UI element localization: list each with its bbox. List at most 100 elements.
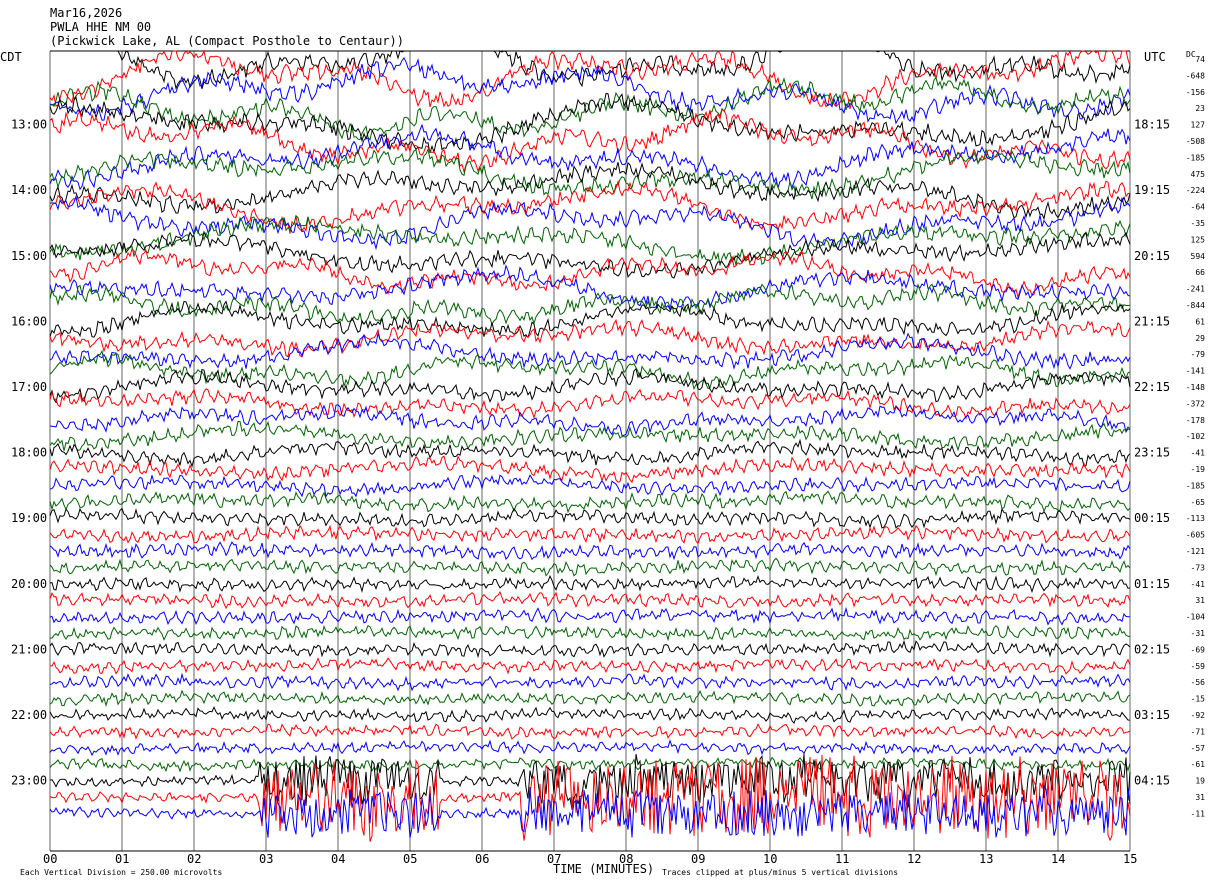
seismic-trace [49,672,1131,692]
minute-tick-label: 13 [979,852,993,866]
seismic-trace [49,739,1131,757]
minute-tick-label: 11 [835,852,849,866]
dc-label: DC [1186,50,1196,59]
dc-offset-label: -648 [1186,71,1205,80]
cdt-hour-label: 16:00 [11,314,47,328]
seismic-trace [49,300,1131,339]
dc-offset-label: -113 [1186,514,1205,523]
dc-offset-label: -241 [1186,285,1205,294]
seismic-trace [49,557,1131,577]
dc-offset-label: 29 [1195,334,1205,343]
header-location: (Pickwick Lake, AL (Compact Posthole to … [50,34,404,48]
dc-offset-label: -185 [1186,481,1205,490]
seismic-trace [49,639,1131,659]
dc-offset-label: 74 [1195,55,1205,64]
cdt-hour-label: 19:00 [11,511,47,525]
minute-tick-label: 04 [331,852,345,866]
dc-offset-label: -71 [1191,727,1206,736]
seismic-trace [49,214,1131,266]
dc-offset-label: 19 [1195,777,1205,786]
seismic-trace [49,161,1131,221]
seismic-trace [49,318,1131,358]
scale-note: Each Vertical Division = 250.00 microvol… [20,868,222,877]
minute-tick-label: 05 [403,852,417,866]
minute-tick-label: 02 [187,852,201,866]
minute-tick-labels: 00 01 02 03 04 05 06 07 08 09 10 11 12 13 14 15 [43,852,1137,866]
dc-offset-label: -73 [1191,563,1206,572]
seismic-trace [49,574,1131,594]
left-axis-title: CDT [0,50,22,64]
seismic-trace [49,705,1131,725]
utc-hour-label: 00:15 [1134,511,1170,525]
utc-hour-label: 18:15 [1134,118,1170,132]
cdt-hour-label: 17:00 [11,380,47,394]
dc-offset-label: -41 [1191,580,1206,589]
minute-tick-label: 06 [475,852,489,866]
minute-tick-label: 14 [1051,852,1065,866]
seismic-trace [49,123,1131,191]
utc-hour-label: 04:15 [1134,774,1170,788]
dc-offset-label: -56 [1191,678,1206,687]
dc-offset-label: -605 [1186,531,1205,540]
seismic-trace [49,524,1131,545]
utc-hour-label: 21:15 [1134,314,1170,328]
dc-offset-label: 61 [1195,317,1205,326]
dc-offset-label: -224 [1186,186,1205,195]
seismic-trace [49,367,1131,404]
dc-offset-label: -92 [1191,711,1206,720]
seismic-trace [49,264,1131,312]
utc-hour-label: 01:15 [1134,577,1170,591]
plot-header: Mar16,2026 PWLA HHE NM 00 (Pickwick Lake… [50,6,404,48]
minute-tick-label: 12 [907,852,921,866]
cdt-time-labels: 13:00 14:00 15:00 16:00 17:00 18:00 19:00 20:00… [11,118,47,788]
utc-hour-label: 22:15 [1134,380,1170,394]
seismic-trace [49,49,1131,110]
utc-hour-label: 03:15 [1134,708,1170,722]
time-grid [49,50,1131,852]
utc-hour-label: 20:15 [1134,249,1170,263]
dc-offset-label: -31 [1191,629,1206,638]
dc-offset-label: -15 [1191,695,1206,704]
dc-offset-label: -64 [1191,203,1206,212]
seismic-trace [49,76,1131,141]
dc-offset-label: -178 [1186,416,1205,425]
dc-offset-label: 125 [1191,235,1206,244]
seismic-trace [49,657,1131,675]
dc-offset-label: -59 [1191,662,1206,671]
seismic-trace [49,179,1131,234]
minute-tick-label: 09 [691,852,705,866]
seismic-trace [49,388,1131,420]
seismic-trace [49,247,1131,300]
dc-offset-label: -57 [1191,744,1206,753]
seismic-trace [49,230,1131,279]
dc-offset-label: -102 [1186,432,1205,441]
seismic-trace [49,282,1131,326]
cdt-hour-label: 13:00 [11,118,47,132]
seismic-trace [49,723,1131,740]
seismic-trace [49,420,1131,452]
utc-hour-label: 02:15 [1134,642,1170,656]
seismic-trace [49,194,1131,251]
dc-offset-label: 23 [1195,104,1205,113]
seismic-trace [49,438,1131,469]
seismic-trace [49,753,1131,810]
seismic-trace [49,109,1131,174]
seismic-trace [49,56,1131,125]
utc-time-labels: 18:15 19:15 20:15 21:15 22:15 23:15 00:15 01:15… [1134,118,1170,788]
dc-offset-label: 127 [1191,121,1206,130]
dc-offset-label: -104 [1186,613,1205,622]
seismic-trace [49,92,1131,154]
header-date: Mar16,2026 [50,6,122,20]
seismic-trace [49,404,1131,436]
dc-offset-label: -372 [1186,399,1205,408]
dc-offset-label: -844 [1186,301,1205,310]
minute-tick-label: 08 [619,852,633,866]
cdt-hour-label: 20:00 [11,577,47,591]
seismic-trace [49,689,1131,708]
seismic-trace [49,784,1131,838]
dc-offset-label: -121 [1186,547,1205,556]
dc-offset-label: -35 [1191,219,1206,228]
dc-offset-label: -148 [1186,383,1205,392]
cdt-hour-label: 22:00 [11,708,47,722]
